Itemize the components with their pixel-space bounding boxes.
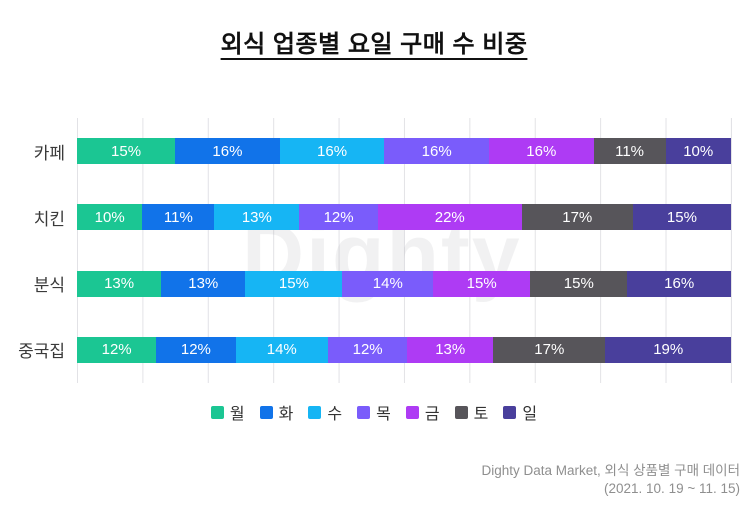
bar-value-label: 15% — [563, 275, 594, 293]
bar-segment: 16% — [488, 138, 594, 165]
legend-swatch — [308, 405, 322, 419]
bar-value-label: 14% — [266, 341, 297, 359]
legend-item: 일 — [503, 400, 537, 424]
bar-value-label: 16% — [212, 142, 243, 160]
bar-segment: 16% — [175, 138, 280, 165]
bar-value-label: 13% — [188, 275, 219, 293]
bar-value-label: 22% — [434, 208, 465, 226]
legend-label: 금 — [424, 406, 440, 423]
bar-value-label: 16% — [664, 275, 695, 293]
bar-segment: 12% — [77, 336, 157, 363]
legend-swatch — [357, 405, 371, 419]
bar-segment: 17% — [493, 336, 606, 363]
bar-value-label: 12% — [180, 341, 211, 359]
bar-value-label: 13% — [104, 275, 135, 293]
bar-value-label: 14% — [372, 275, 403, 293]
legend-item: 월 — [210, 400, 245, 424]
footer-source-line: Dighty Data Market, 외식 상품별 구매 데이터 — [481, 463, 741, 478]
bar-segment: 14% — [342, 270, 434, 297]
footer: Dighty Data Market, 외식 상품별 구매 데이터 (2021.… — [482, 462, 741, 498]
bar-segment: 10% — [665, 138, 731, 165]
stacked-bar: 12% 12% 14% 12% 13% 17% 19% — [77, 336, 731, 363]
legend-item: 목 — [357, 400, 391, 424]
page-title: 외식 업종별 요일 구매 수 비중 — [220, 31, 528, 58]
bar-value-label: 11% — [163, 208, 193, 226]
bar-value-label: 15% — [466, 275, 497, 293]
bar-value-label: 17% — [534, 341, 565, 359]
bar-value-label: 16% — [526, 142, 557, 160]
bar-value-label: 13% — [241, 208, 272, 226]
bar-value-label: 16% — [317, 142, 348, 160]
legend-label: 월 — [229, 406, 245, 423]
legend-item: 토 — [454, 400, 489, 424]
legend-item: 수 — [308, 400, 342, 424]
legend-swatch — [503, 405, 517, 419]
bar-value-label: 17% — [562, 208, 593, 226]
bar-value-label: 13% — [435, 341, 466, 359]
bar-segment: 15% — [530, 270, 628, 297]
legend-label: 목 — [376, 406, 391, 423]
plot-area: Dighty 15% 16% 16% 16% 16% 11% 10% 10% 11% 13% 12%… — [77, 118, 732, 383]
stacked-bar: 13% 13% 15% 14% 15% 15% 16% — [77, 270, 731, 297]
bar-segment: 16% — [627, 270, 731, 297]
bar-value-label: 10% — [683, 142, 714, 160]
bar-segment: 12% — [156, 336, 236, 363]
bar-value-label: 12% — [101, 341, 132, 359]
bar-value-label: 16% — [421, 142, 452, 160]
legend-label: 수 — [327, 406, 343, 423]
bar-segment: 16% — [279, 138, 385, 165]
bar-value-label: 10% — [94, 208, 125, 226]
legend-item: 금 — [405, 400, 440, 424]
legend-swatch — [405, 405, 419, 419]
category-label: 분식 — [33, 276, 65, 296]
bar-row: 15% 16% 16% 16% 16% 11% 10% — [77, 118, 731, 184]
bar-segment: 13% — [77, 270, 162, 297]
legend-swatch — [454, 405, 468, 419]
bar-segment: 11% — [142, 204, 215, 231]
category-label: 치킨 — [33, 209, 65, 229]
bar-value-label: 15% — [111, 142, 142, 160]
category-label: 중국집 — [18, 342, 65, 362]
bar-segment: 15% — [433, 270, 531, 297]
bar-segment: 14% — [235, 336, 329, 363]
bar-segment: 13% — [407, 336, 494, 363]
legend-swatch — [259, 405, 273, 419]
bar-segment: 15% — [77, 138, 176, 165]
bar-row: 13% 13% 15% 14% 15% 15% 16% — [77, 251, 731, 317]
bar-segment: 19% — [605, 336, 731, 363]
bar-value-label: 12% — [352, 341, 383, 359]
footer-date-line: (2021. 10. 19 ~ 11. 15) — [604, 481, 740, 496]
bar-segment: 12% — [299, 204, 378, 231]
bar-segment: 13% — [214, 204, 300, 231]
bar-value-label: 12% — [323, 208, 354, 226]
bar-segment: 11% — [593, 138, 666, 165]
stacked-bar: 15% 16% 16% 16% 16% 11% 10% — [77, 138, 731, 165]
stacked-bar: 10% 11% 13% 12% 22% 17% 15% — [77, 204, 731, 231]
legend-label: 일 — [522, 406, 538, 423]
bar-segment: 15% — [632, 204, 731, 231]
bar-segment: 15% — [245, 270, 343, 297]
bar-segment: 13% — [161, 270, 246, 297]
bar-row: 12% 12% 14% 12% 13% 17% 19% — [77, 317, 731, 383]
bar-row: 10% 11% 13% 12% 22% 17% 15% — [77, 184, 731, 250]
bar-segment: 22% — [377, 204, 522, 231]
bar-value-label: 15% — [278, 275, 309, 293]
legend-item: 화 — [259, 400, 294, 424]
legend-swatch — [210, 405, 224, 419]
bar-segment: 17% — [521, 204, 633, 231]
bar-value-label: 11% — [615, 142, 645, 160]
bar-segment: 16% — [384, 138, 489, 165]
legend-label: 토 — [473, 406, 489, 423]
bar-value-label: 15% — [666, 208, 697, 226]
legend-label: 화 — [278, 406, 294, 423]
bar-segment: 12% — [328, 336, 408, 363]
bar-segment: 10% — [77, 204, 143, 231]
bar-value-label: 19% — [653, 341, 684, 359]
category-label: 카페 — [33, 143, 65, 163]
